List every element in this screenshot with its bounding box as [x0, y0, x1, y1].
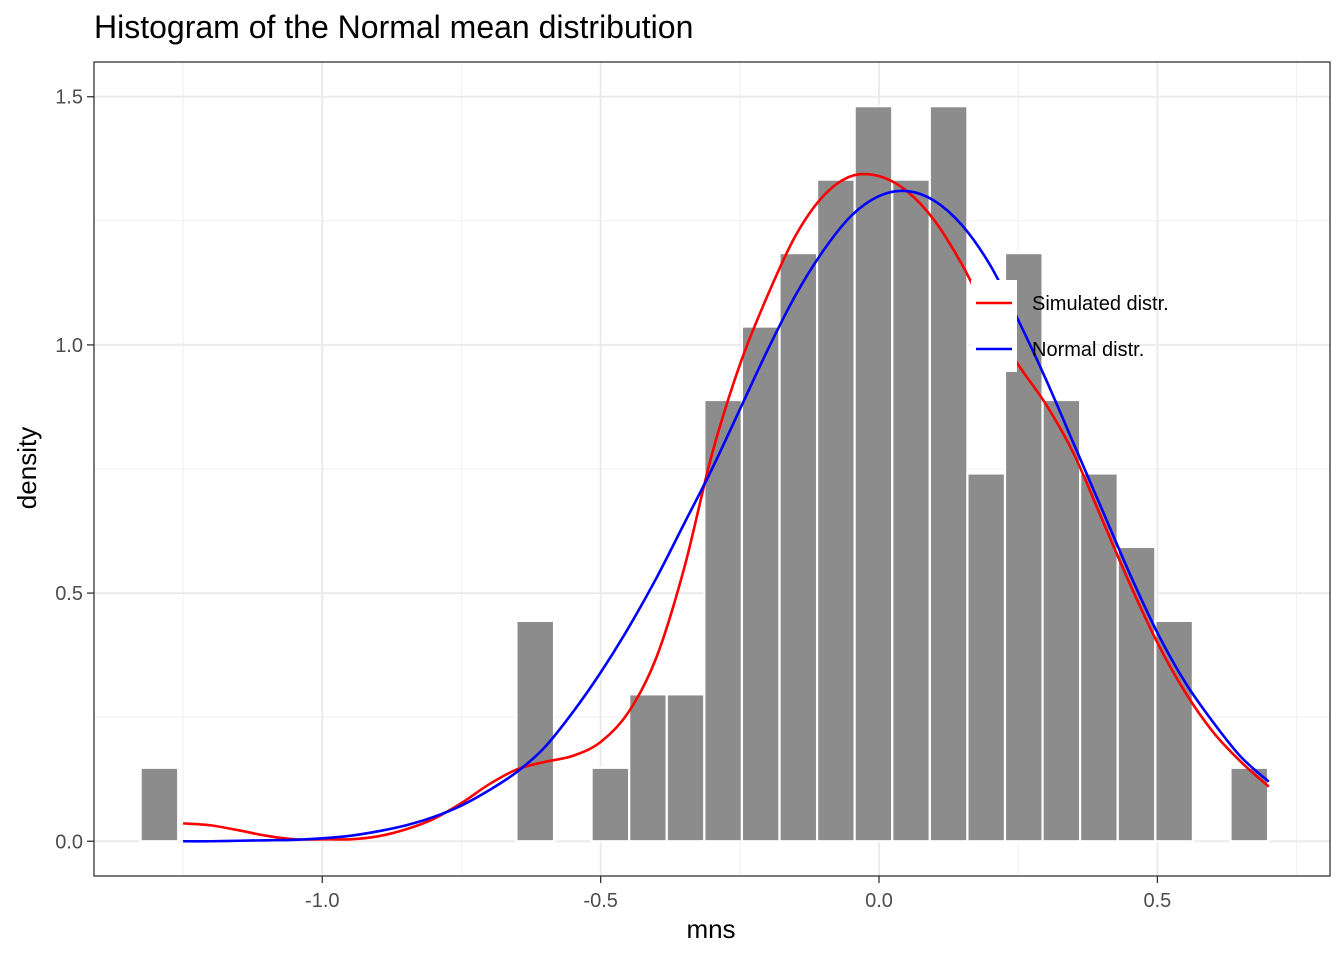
histogram-bar	[928, 105, 969, 843]
histogram-bar	[139, 766, 180, 843]
histogram-bar	[1154, 619, 1194, 843]
x-tick-label: -1.0	[305, 890, 339, 912]
y-tick-label: 1.5	[55, 87, 83, 109]
histogram-bar	[628, 693, 668, 843]
histogram-bar	[966, 472, 1007, 843]
plot-area: -1.0 -0.5 0.0 0.5 0.0 0.5 1.0 1.5	[55, 61, 1331, 912]
normal-density-line	[183, 189, 1270, 843]
histogram-bar	[891, 178, 931, 843]
histogram-bar	[665, 693, 706, 843]
histogram-bar	[1041, 398, 1082, 843]
y-axis-title: density	[12, 427, 42, 509]
legend-label: Normal distr.	[1032, 339, 1144, 361]
panel-border	[93, 61, 1331, 877]
histogram-bar	[515, 619, 556, 843]
legend-label: Simulated distr.	[1032, 293, 1169, 315]
y-tick-label: 0.5	[55, 583, 83, 605]
histogram-bar	[778, 251, 819, 843]
histogram-bar	[740, 325, 781, 843]
legend: Simulated distr. Normal distr.	[971, 280, 1169, 372]
chart-title: Histogram of the Normal mean distributio…	[94, 9, 693, 45]
x-tick-label: 0.0	[865, 890, 893, 912]
simulated-density-line	[182, 172, 1270, 841]
x-tick-label: 0.5	[1143, 890, 1171, 912]
y-tick-label: 0.0	[55, 831, 83, 853]
histogram-bar	[1229, 766, 1270, 843]
legend-key-background	[971, 280, 1017, 372]
y-tick-label: 1.0	[55, 335, 83, 357]
x-axis-title: mns	[686, 914, 735, 944]
histogram-bar	[1079, 472, 1119, 843]
histogram-bar	[815, 178, 856, 843]
histogram-bar	[590, 766, 631, 843]
x-tick-label: -0.5	[583, 890, 617, 912]
histogram-bar	[853, 105, 894, 843]
